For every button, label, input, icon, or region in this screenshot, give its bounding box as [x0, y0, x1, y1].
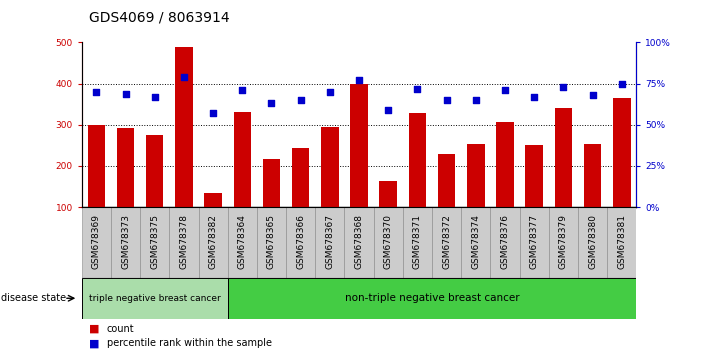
Bar — [613, 98, 631, 248]
Point — [295, 97, 306, 103]
Text: GSM678376: GSM678376 — [501, 213, 510, 269]
Point — [616, 81, 627, 86]
Point — [324, 89, 336, 95]
Point — [383, 107, 394, 113]
Bar — [82, 278, 228, 319]
Point — [528, 94, 540, 99]
Text: GDS4069 / 8063914: GDS4069 / 8063914 — [89, 11, 230, 25]
Point — [149, 94, 161, 99]
Point — [353, 78, 365, 83]
Bar — [228, 207, 257, 278]
Bar — [87, 125, 105, 248]
Text: GSM678375: GSM678375 — [150, 213, 159, 269]
Bar — [117, 128, 134, 248]
Bar — [169, 207, 198, 278]
Text: GSM678366: GSM678366 — [296, 213, 305, 269]
Text: GSM678367: GSM678367 — [326, 213, 334, 269]
Bar — [461, 207, 491, 278]
Text: disease state: disease state — [1, 293, 67, 303]
Bar — [467, 144, 485, 248]
Text: GSM678368: GSM678368 — [355, 213, 363, 269]
Point — [237, 87, 248, 93]
Point — [208, 110, 219, 116]
Point — [587, 92, 598, 98]
Bar — [286, 207, 315, 278]
Text: ■: ■ — [89, 338, 100, 348]
Text: triple negative breast cancer: triple negative breast cancer — [89, 294, 220, 303]
Text: GSM678369: GSM678369 — [92, 213, 101, 269]
Text: ■: ■ — [89, 324, 100, 333]
Bar — [520, 207, 549, 278]
Bar — [263, 159, 280, 248]
Text: GSM678377: GSM678377 — [530, 213, 539, 269]
Bar — [555, 108, 572, 248]
Text: GSM678373: GSM678373 — [121, 213, 130, 269]
Bar — [351, 84, 368, 248]
Text: GSM678381: GSM678381 — [617, 213, 626, 269]
Bar — [344, 207, 374, 278]
Bar — [491, 207, 520, 278]
Bar — [233, 113, 251, 248]
Text: GSM678370: GSM678370 — [384, 213, 392, 269]
Bar — [146, 135, 164, 248]
Point — [499, 87, 510, 93]
Text: non-triple negative breast cancer: non-triple negative breast cancer — [345, 293, 519, 303]
Text: GSM678365: GSM678365 — [267, 213, 276, 269]
Bar — [292, 148, 309, 248]
Bar — [140, 207, 169, 278]
Text: GSM678364: GSM678364 — [237, 213, 247, 269]
Bar — [315, 207, 344, 278]
Bar — [409, 113, 426, 248]
Bar — [111, 207, 140, 278]
Point — [441, 97, 452, 103]
Bar — [321, 127, 338, 248]
Bar — [432, 207, 461, 278]
Text: GSM678371: GSM678371 — [413, 213, 422, 269]
Bar — [525, 144, 543, 248]
Bar — [82, 207, 111, 278]
Bar — [607, 207, 636, 278]
Bar — [380, 181, 397, 248]
Bar — [549, 207, 578, 278]
Text: GSM678374: GSM678374 — [471, 213, 481, 269]
Bar — [438, 154, 455, 248]
Text: percentile rank within the sample: percentile rank within the sample — [107, 338, 272, 348]
Point — [178, 74, 190, 80]
Point — [91, 89, 102, 95]
Text: GSM678378: GSM678378 — [179, 213, 188, 269]
Text: GSM678380: GSM678380 — [588, 213, 597, 269]
Bar — [403, 207, 432, 278]
Bar — [584, 144, 602, 248]
Bar — [257, 207, 286, 278]
Bar — [204, 193, 222, 248]
Text: count: count — [107, 324, 134, 333]
Point — [120, 91, 132, 96]
Bar — [578, 207, 607, 278]
Point — [470, 97, 481, 103]
Point — [557, 84, 569, 90]
Bar — [175, 47, 193, 248]
Point — [412, 86, 423, 91]
Bar — [228, 278, 636, 319]
Bar — [198, 207, 228, 278]
Text: GSM678379: GSM678379 — [559, 213, 568, 269]
Point — [266, 101, 277, 106]
Text: GSM678372: GSM678372 — [442, 213, 451, 269]
Text: GSM678382: GSM678382 — [208, 213, 218, 269]
Bar — [374, 207, 403, 278]
Bar — [496, 122, 514, 248]
